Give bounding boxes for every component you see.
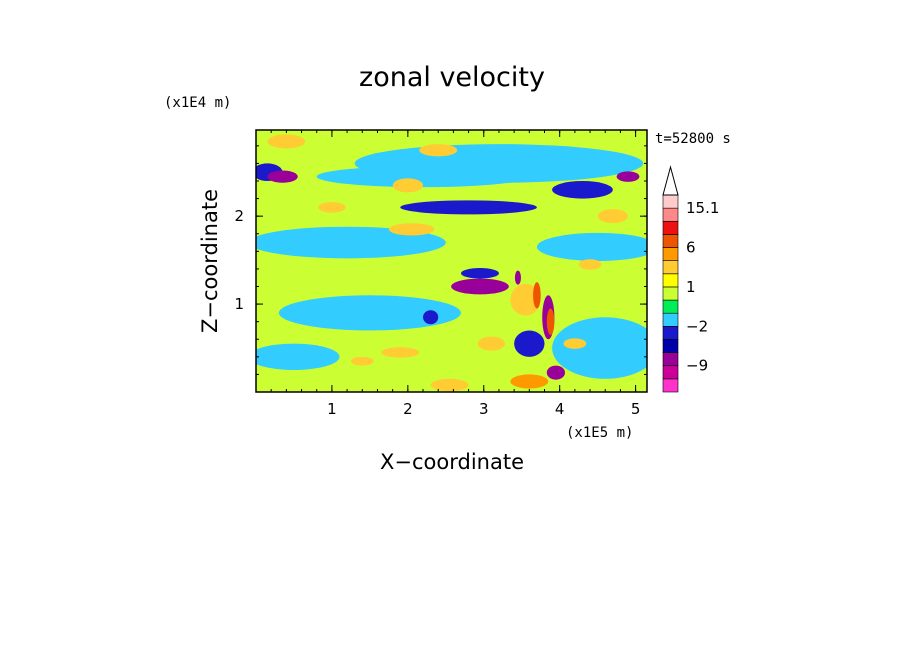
y-tick-label: 1 <box>234 295 244 313</box>
heatmap-feature <box>316 166 530 188</box>
colorbar-extend-arrow <box>662 165 679 196</box>
colorbar-swatch <box>662 352 679 367</box>
x-tick-label: 4 <box>555 400 565 418</box>
chart-title: zonal velocity <box>359 62 545 93</box>
colorbar-label: 1 <box>686 278 696 296</box>
heatmap-feature <box>423 310 439 325</box>
x-tick-label: 3 <box>479 400 489 418</box>
colorbar-swatch <box>662 299 679 314</box>
colorbar-swatch <box>662 220 679 235</box>
heatmap-feature <box>546 308 555 335</box>
heatmap-feature <box>400 200 537 215</box>
colorbar-swatch <box>662 194 679 209</box>
x-tick-label: 1 <box>327 400 337 418</box>
heatmap-feature <box>514 330 545 357</box>
axis-ticks: 1 2 3 4 5 1 2 <box>234 130 647 418</box>
heatmap-feature <box>267 134 306 149</box>
colorbar-label: −2 <box>686 317 708 335</box>
heatmap-field <box>256 130 647 392</box>
x-axis-label: X−coordinate <box>380 450 524 474</box>
heatmap-feature <box>552 180 613 199</box>
colorbar-label: 15.1 <box>686 199 719 217</box>
heatmap-feature <box>578 259 602 270</box>
colorbar-swatch <box>662 365 679 380</box>
heatmap-feature <box>430 378 469 392</box>
plot-frame <box>255 129 648 393</box>
x-multiplier: (x1E5 m) <box>566 425 633 441</box>
heatmap-feature <box>388 223 435 236</box>
heatmap-feature <box>318 202 346 213</box>
heatmap-feature <box>510 283 541 316</box>
heatmap-feature <box>597 209 629 224</box>
colorbar-swatch <box>662 273 679 288</box>
y-axis-label: Z−coordinate <box>198 189 222 333</box>
heatmap-feature <box>256 226 446 259</box>
colorbar-swatch <box>662 339 679 353</box>
heatmap-feature <box>419 144 458 157</box>
heatmap-feature <box>381 347 420 358</box>
heatmap-feature <box>552 317 647 379</box>
y-tick-label: 2 <box>234 207 244 225</box>
x-tick-label: 2 <box>403 400 413 418</box>
heatmap-feature <box>460 268 499 279</box>
colorbar-swatch <box>662 378 679 393</box>
heatmap-feature <box>392 178 424 193</box>
heatmap-feature <box>536 232 647 261</box>
colorbar-label: −9 <box>686 357 708 375</box>
time-label: t=52800 s <box>655 131 731 147</box>
colorbar-swatch <box>662 207 679 222</box>
y-multiplier: (x1E4 m) <box>164 95 231 111</box>
heatmap-feature <box>267 170 298 183</box>
heatmap-feature <box>514 270 521 285</box>
colorbar-swatch <box>662 234 679 248</box>
x-tick-label: 5 <box>631 400 641 418</box>
colorbar-swatch <box>662 312 679 327</box>
colorbar-label: 6 <box>686 239 696 257</box>
heatmap-feature <box>563 338 587 349</box>
heatmap-feature <box>546 365 566 380</box>
heatmap-feature <box>278 295 461 331</box>
heatmap-feature <box>510 374 549 389</box>
heatmap-feature <box>533 282 541 309</box>
colorbar-swatch <box>662 326 679 340</box>
heatmap-feature <box>451 278 509 295</box>
heatmap-feature <box>350 356 374 366</box>
colorbar-swatch <box>662 247 679 261</box>
colorbar: 15.1 6 1 −2 −9 <box>662 165 719 393</box>
colorbar-swatch <box>662 260 679 275</box>
colorbar-swatch <box>662 286 679 301</box>
heatmap-feature <box>616 171 640 182</box>
heatmap-feature <box>256 343 340 371</box>
heatmap-feature <box>477 336 506 351</box>
